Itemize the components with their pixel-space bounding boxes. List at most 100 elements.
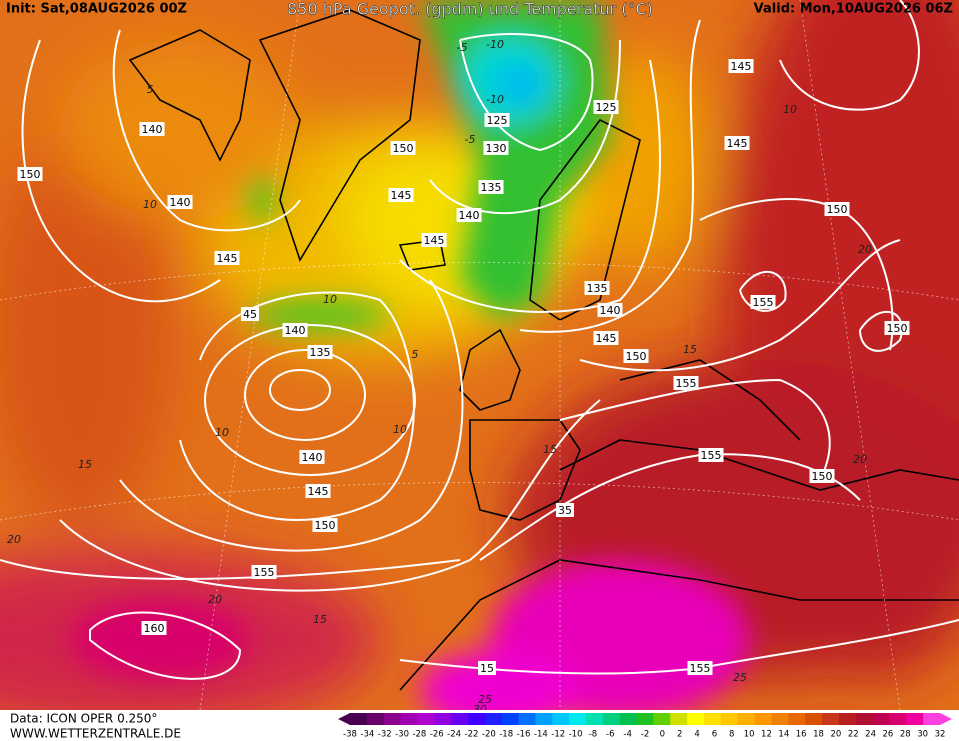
temperature-label: -10 [486, 93, 504, 106]
colorbar-swatch [468, 713, 486, 725]
temperature-label: -5 [465, 133, 476, 146]
colorbar-tick-label: 8 [729, 730, 734, 740]
colorbar-tick-label: -16 [517, 730, 531, 740]
geopotential-contours [0, 0, 959, 680]
contour-label: 150 [315, 519, 336, 532]
colorbar-tick-label: -26 [430, 730, 444, 740]
contour-label: 145 [391, 189, 412, 202]
colorbar-tick-label: -28 [412, 730, 426, 740]
contour-label: 140 [285, 324, 306, 337]
contour-label: 125 [487, 114, 508, 127]
colorbar-swatch [771, 713, 789, 725]
contour-label-box [388, 188, 414, 202]
contour-label: 140 [302, 451, 323, 464]
colorbar-tick-label: -2 [641, 730, 649, 740]
contour-label-box [623, 349, 649, 363]
temperature-label: -5 [457, 41, 468, 54]
colorbar-swatch [822, 713, 840, 725]
contour-label: 155 [676, 377, 697, 390]
colorbar-tick-label: 20 [830, 730, 841, 740]
colorbar-tick-label: 32 [935, 730, 946, 740]
colorbar-arrow-left [338, 713, 350, 725]
colorbar-tick-label: 14 [778, 730, 789, 740]
contour-label: 140 [459, 209, 480, 222]
colorbar-tick-label: 24 [865, 730, 876, 740]
colorbar-tick-label: 10 [744, 730, 755, 740]
contour-label-box [809, 469, 835, 483]
contour-label-box [214, 251, 240, 265]
colorbar-swatch [434, 713, 452, 725]
contour-label: 135 [481, 181, 502, 194]
contour-label-box [483, 141, 509, 155]
colorbar-swatch [653, 713, 671, 725]
colorbar-swatch [451, 713, 469, 725]
temperature-label: 15 [683, 343, 697, 356]
temperature-label: 15 [313, 613, 327, 626]
contour-label: 155 [753, 296, 774, 309]
colorbar-swatch [687, 713, 705, 725]
colorbar-swatch [906, 713, 924, 725]
contour-label-box [750, 295, 776, 309]
init-time: Init: Sat,08AUG2026 00Z [6, 2, 187, 17]
colorbar-tick-label: 22 [848, 730, 859, 740]
temperature-label: 15 [78, 458, 92, 471]
colorbar-tick-label: -32 [378, 730, 392, 740]
contour-label-box [673, 376, 699, 390]
contour-label-box [687, 661, 713, 675]
colorbar-swatch [636, 713, 654, 725]
contour-label-box [593, 100, 619, 114]
contour-label: 145 [308, 485, 329, 498]
contour-label: 145 [217, 252, 238, 265]
temperature-label: 30 [473, 703, 487, 716]
colorbar-swatch [602, 713, 621, 725]
contour-labels: 145 125 125 130 150 140 150 140 145 135 140 145 145 1… [17, 59, 910, 675]
colorbar-tick-label: -12 [551, 730, 565, 740]
colorbar-swatch [720, 713, 739, 725]
temperature-label: 10 [393, 423, 407, 436]
contour-label: 155 [701, 449, 722, 462]
colorbar-swatch [619, 713, 638, 725]
colorbar-tick-label: -38 [343, 730, 357, 740]
contour-label-box [456, 208, 482, 222]
contour-label-box [251, 565, 277, 579]
temperature-label: 20 [7, 533, 21, 546]
contour-label: 130 [486, 142, 507, 155]
temperature-label: 10 [783, 103, 797, 116]
contour-label: 135 [587, 282, 608, 295]
colorbar-tick-label: 6 [712, 730, 717, 740]
temperature-label: 25 [478, 693, 492, 706]
contour-label-box [305, 484, 331, 498]
website: WWW.WETTERZENTRALE.DE [10, 727, 181, 741]
contour-label-box [698, 448, 724, 462]
contour-label: 150 [887, 322, 908, 335]
colorbar-tick-label: -18 [499, 730, 513, 740]
temperature-label: 5 [412, 348, 419, 361]
temperature-label: -10 [486, 38, 504, 51]
colorbar-swatch [754, 713, 772, 725]
temperature-labels: -5 -10-10510-5105101510152015202520202530… [7, 38, 872, 716]
coastlines [128, 9, 959, 691]
contour-label-box [299, 450, 325, 464]
colorbar-swatch [872, 713, 890, 725]
colorbar-arrow-right [940, 713, 952, 725]
contour-label-box [556, 503, 574, 517]
contour-label: 125 [596, 101, 617, 114]
contour-label-box [484, 113, 510, 127]
contour-label: 145 [727, 137, 748, 150]
colorbar-tick-label: 0 [660, 730, 665, 740]
colorbar-swatch [535, 713, 553, 725]
colorbar-swatch [889, 713, 907, 725]
contour-label: 150 [827, 203, 848, 216]
contour-label: 150 [626, 350, 647, 363]
colorbar: -38 -34 -32 -30 -28 -26 -24 -22 -20 -18 -16 -14 -12-… [338, 713, 952, 740]
colorbar-swatch [670, 713, 688, 725]
colorbar-swatch [586, 713, 604, 725]
temperature-label: 5 [147, 83, 154, 96]
colorbar-tick-label: 12 [761, 730, 772, 740]
contour-label-box [167, 195, 193, 209]
contour-label: 160 [144, 622, 165, 635]
colorbar-tick-label: 2 [677, 730, 682, 740]
map-title: 850 hPa Geopot. (gpdm) und Temperatur (°… [287, 0, 653, 19]
colorbar-tick-label: -14 [534, 730, 548, 740]
